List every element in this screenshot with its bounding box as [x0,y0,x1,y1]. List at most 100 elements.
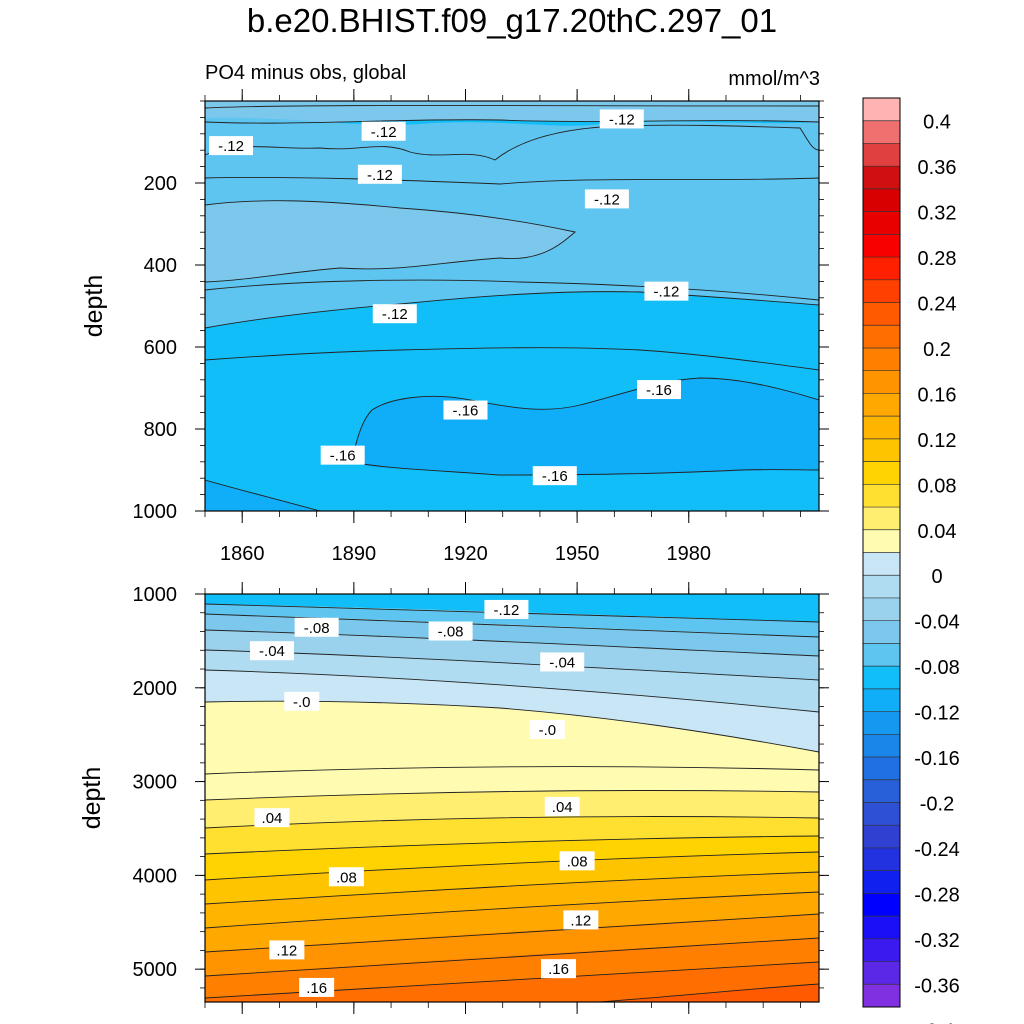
contour-label: -.04 [249,641,294,661]
colorbar-swatch [863,461,900,485]
svg-text:.16: .16 [548,961,569,978]
x-tick-label: 1980 [667,543,712,565]
contour-label: -.16 [532,466,577,486]
colorbar-label: -0.2 [920,793,954,815]
colorbar-frame [862,97,901,1008]
svg-text:-.0: -.0 [539,722,557,739]
svg-text:.04: .04 [552,799,573,816]
contour-label: -.04 [540,652,585,672]
contour-label: .16 [299,977,335,997]
svg-text:.08: .08 [336,869,357,886]
contour-label: .16 [541,959,577,979]
svg-text:-.16: -.16 [330,448,356,465]
x-tick-label: 1920 [443,543,488,565]
svg-text:.12: .12 [570,912,591,929]
colorbar-label: 0.28 [918,248,957,270]
colorbar-swatch [863,825,900,849]
contour-label: -.12 [484,599,529,619]
colorbar-swatch [863,984,900,1008]
y-tick-label: 5000 [133,959,178,981]
colorbar-swatch [863,143,900,167]
colorbar-swatch [863,779,900,803]
colorbar-swatch [863,643,900,667]
contour-label: -.0 [529,720,565,739]
colorbar-swatch [863,98,900,122]
colorbar-swatch [863,166,900,190]
svg-text:-.12: -.12 [367,167,393,184]
svg-text:-.04: -.04 [549,654,575,671]
colorbar-label: -0.24 [914,839,960,861]
lower-panel: -.12 -.08 -.08 -.04 -.04 -.0 -.0 .04 .04 .08 .08 .1… [78,582,829,1014]
colorbar-label: -0.28 [914,884,960,906]
colorbar-label: 0.4 [923,112,951,134]
figure-title: b.e20.BHIST.f09_g17.20thC.297_01 [246,2,778,39]
variable-subtitle: PO4 minus obs, global [205,62,407,84]
upper-contour-labels: -.12 -.12 -.12 -.12 -.12 -.12 -.12 -.16 -.16 -.16… [209,109,689,486]
upper-axis-ticks: 200 400 600 800 1000 1860 1890 1920 1950 1980 [133,89,829,565]
colorbar-swatch [863,961,900,985]
units-label: mmol/m^3 [728,68,820,90]
colorbar-swatch [863,393,900,417]
colorbar-swatch [863,711,900,735]
contour-label: -.12 [584,189,629,209]
colorbar-label: 0.2 [923,339,951,361]
y-tick-label: 200 [144,173,177,195]
contour-label: -.12 [372,304,417,324]
colorbar-label: -0.36 [914,975,960,997]
svg-text:-.12: -.12 [594,191,620,208]
colorbar-label: 0.12 [918,430,957,452]
contour-label: -.16 [443,400,488,420]
colorbar-label: 0 [931,566,942,588]
svg-text:-.12: -.12 [654,284,680,301]
y-tick-label: 3000 [133,772,178,794]
colorbar-swatch [863,802,900,826]
svg-text:-.16: -.16 [646,382,672,399]
svg-text:-.04: -.04 [259,643,285,660]
contour-label: -.08 [428,621,473,641]
colorbar-label: 0.24 [918,294,957,316]
contour-label: .12 [269,940,305,960]
contour-label: -.12 [209,136,254,156]
contour-label: -.12 [644,281,689,301]
contour-label: .04 [254,808,290,828]
upper-y-axis-label: depth [80,275,108,338]
colorbar-swatch [863,234,900,258]
colorbar-swatch [863,938,900,963]
lower-contour-fill [205,594,819,1002]
svg-text:.04: .04 [262,810,283,827]
contour-label: .08 [328,867,364,887]
colorbar-label: -0.32 [914,930,960,952]
colorbar-swatch [863,847,900,872]
svg-text:-.16: -.16 [453,403,479,420]
colorbar-label: 0.08 [918,475,957,497]
y-tick-label: 2000 [133,678,178,700]
contour-label: -.16 [636,380,681,400]
colorbar-label: 0.16 [918,384,957,406]
y-tick-label: 800 [144,419,177,441]
x-tick-label: 1950 [555,543,600,565]
y-tick-label: 4000 [133,865,178,887]
lower-axis-ticks: 1000 2000 3000 4000 5000 [133,582,829,1014]
colorbar-swatch [863,416,900,440]
svg-text:-.12: -.12 [609,111,635,128]
colorbar-swatch [863,257,900,281]
colorbar-swatch [863,188,900,213]
y-tick-label: 1000 [133,501,178,523]
svg-text:-.12: -.12 [493,602,519,619]
colorbar-swatch [863,734,900,758]
svg-text:-.0: -.0 [293,694,311,711]
contour-label: .12 [563,910,599,930]
colorbar-swatch [863,688,900,713]
colorbar-swatch [863,438,900,463]
colorbar-swatch [863,302,900,326]
contour-label: -.12 [361,121,406,141]
svg-text:-.08: -.08 [304,620,330,637]
colorbar-label: -0.08 [914,657,960,679]
colorbar-swatch [863,620,900,644]
colorbar-swatch [863,870,900,894]
y-tick-label: 600 [144,337,177,359]
colorbar-swatch [863,575,900,599]
colorbar-swatch [863,666,900,690]
colorbar-swatch [863,370,900,394]
